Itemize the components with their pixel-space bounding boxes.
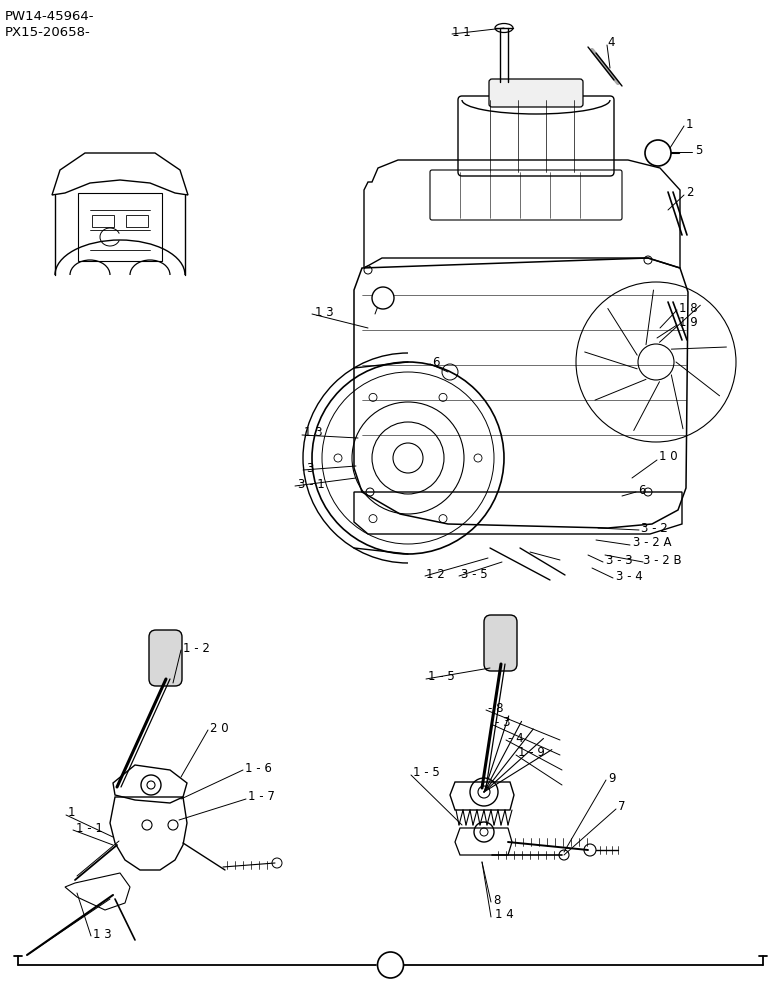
Circle shape (645, 140, 671, 166)
Text: 1 1: 1 1 (452, 25, 470, 38)
Bar (78, 193, 162, 261)
Text: 1 3: 1 3 (93, 928, 111, 940)
Text: 3 - 3: 3 - 3 (606, 554, 633, 566)
Text: 1 3: 1 3 (304, 426, 323, 438)
Text: 1 - 5: 1 - 5 (428, 670, 455, 684)
Text: 1 3: 1 3 (315, 306, 334, 318)
Text: 1 0: 1 0 (659, 450, 677, 464)
Text: 3 - 2: 3 - 2 (641, 522, 668, 534)
FancyBboxPatch shape (484, 615, 517, 671)
Text: 1 9: 1 9 (679, 316, 698, 330)
Text: 3: 3 (306, 462, 314, 475)
FancyBboxPatch shape (489, 79, 583, 107)
Text: 1: 1 (68, 806, 75, 820)
Text: 1 2: 1 2 (426, 568, 445, 580)
Text: - 4: - 4 (508, 732, 524, 744)
Text: 1: 1 (686, 117, 694, 130)
Text: 8: 8 (493, 894, 500, 906)
Text: 6: 6 (432, 356, 440, 368)
Text: 1 - 7: 1 - 7 (248, 790, 275, 804)
Text: 7: 7 (618, 800, 626, 814)
Text: 1 - 9: 1 - 9 (518, 746, 545, 760)
Text: 1 4: 1 4 (495, 908, 514, 922)
Text: 1 8: 1 8 (679, 302, 698, 314)
Text: - 8: - 8 (488, 702, 503, 714)
Text: 3 - 2 B: 3 - 2 B (643, 554, 681, 566)
Ellipse shape (495, 23, 513, 32)
Circle shape (378, 952, 404, 978)
Text: 1 - 6: 1 - 6 (245, 762, 272, 774)
Text: PX15-20658-: PX15-20658- (5, 25, 91, 38)
Text: 4: 4 (607, 36, 615, 49)
Text: B: B (379, 293, 387, 303)
Text: 2 0: 2 0 (210, 722, 229, 734)
Circle shape (372, 287, 394, 309)
Text: 3 - 5: 3 - 5 (461, 568, 488, 580)
Text: A: A (386, 958, 395, 972)
Text: A: A (653, 146, 662, 159)
Text: PW14-45964-: PW14-45964- (5, 10, 95, 23)
FancyBboxPatch shape (149, 630, 182, 686)
Text: 5: 5 (695, 143, 702, 156)
Text: 2: 2 (686, 186, 694, 198)
Text: 1 - 5: 1 - 5 (413, 766, 440, 780)
Text: - 3: - 3 (495, 716, 510, 730)
Text: 6: 6 (638, 484, 645, 496)
Text: 1 - 1: 1 - 1 (76, 822, 103, 834)
Text: 3 - 2 A: 3 - 2 A (633, 536, 672, 550)
Text: 3 - 1: 3 - 1 (298, 478, 325, 490)
Text: 1 - 2: 1 - 2 (183, 642, 210, 654)
Text: 3 - 4: 3 - 4 (616, 570, 643, 584)
Bar (126, 215, 148, 227)
Text: 9: 9 (608, 772, 615, 784)
Bar (92, 215, 114, 227)
